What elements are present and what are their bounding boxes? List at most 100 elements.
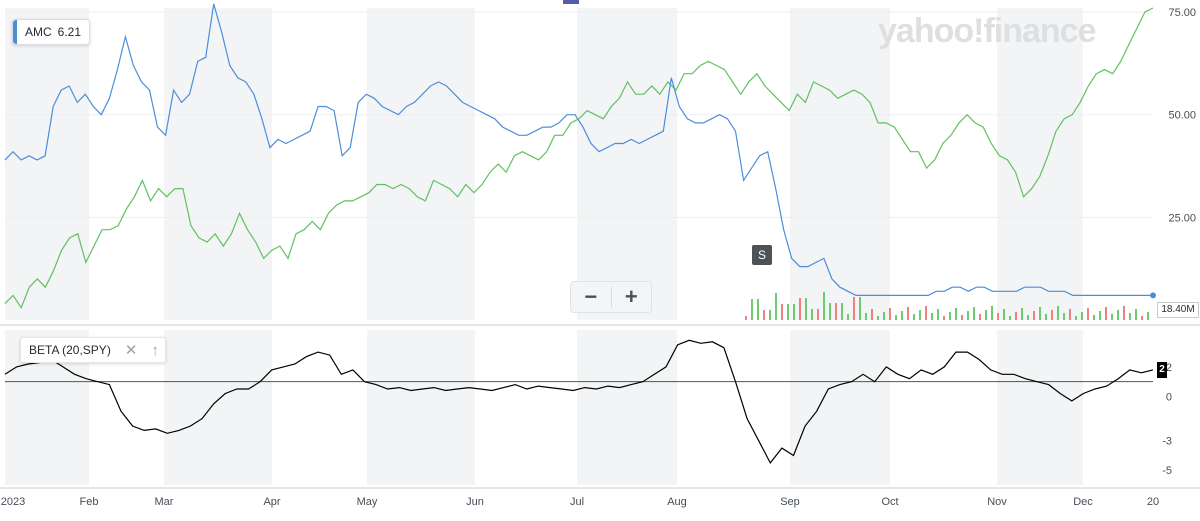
volume-bar (1099, 311, 1101, 320)
amc-series-line (4, 3, 1153, 296)
volume-bar (949, 312, 951, 320)
volume-bar (901, 311, 903, 320)
volume-bar (1027, 315, 1029, 320)
volume-bar (943, 316, 945, 320)
volume-bar (925, 306, 927, 320)
x-tick-label: 2023 (1, 496, 25, 508)
month-band (577, 330, 677, 485)
volume-bar (823, 292, 825, 320)
volume-bar (805, 298, 807, 320)
volume-bar (1033, 311, 1035, 320)
volume-bar (865, 313, 867, 320)
volume-bar (1009, 316, 1011, 320)
volume-bar (955, 308, 957, 320)
symbol-legend[interactable]: AMC 6.21 (12, 19, 91, 45)
x-tick-label: Feb (80, 496, 99, 508)
volume-bar (763, 310, 765, 320)
volume-bar (1135, 309, 1137, 320)
volume-bar (853, 297, 855, 320)
month-band (997, 8, 1083, 320)
volume-bar (967, 311, 969, 320)
volume-bar (985, 310, 987, 320)
symbol-value: 6.21 (57, 25, 82, 39)
x-tick-label: 20 (1147, 496, 1159, 508)
volume-bar (1147, 312, 1149, 320)
volume-bar (877, 316, 879, 320)
volume-bar (919, 310, 921, 320)
volume-bar (799, 298, 801, 320)
volume-bar (745, 316, 747, 320)
volume-bar (931, 313, 933, 320)
volume-bar (1021, 308, 1023, 320)
split-marker[interactable]: S (752, 245, 772, 265)
volume-bar (775, 293, 777, 320)
volume-bar (835, 303, 837, 320)
indicator-legend[interactable]: BETA (20,SPY) ✕ ↑ (20, 337, 166, 363)
x-tick-label: May (357, 496, 378, 508)
beta-value-badge: 2 (1157, 362, 1167, 378)
volume-bar (1063, 313, 1065, 320)
volume-bar (907, 307, 909, 320)
beta-y-tick-label: -3 (1162, 436, 1172, 448)
volume-bar (787, 304, 789, 320)
zoom-in-button[interactable]: + (624, 284, 638, 309)
volume-bar (1075, 316, 1077, 320)
zoom-controls: − + (570, 281, 652, 313)
x-tick-label: Apr (263, 496, 280, 508)
volume-bar (979, 314, 981, 320)
volume-bar (811, 309, 813, 320)
volume-bar (1015, 312, 1017, 320)
x-tick-label: Nov (987, 496, 1007, 508)
month-band (5, 8, 89, 320)
volume-bar (817, 309, 819, 320)
month-band (997, 330, 1083, 485)
volume-bar (997, 313, 999, 320)
beta-y-tick-label: -5 (1162, 465, 1172, 477)
volume-bar (1051, 310, 1053, 320)
x-tick-label: Oct (881, 496, 898, 508)
volume-bar (793, 304, 795, 320)
volume-bar (751, 299, 753, 320)
beta-series-line (4, 339, 1154, 465)
volume-bar (1105, 307, 1107, 320)
volume-bar (859, 297, 861, 320)
volume-bar (1003, 309, 1005, 320)
amc-last-point (1150, 292, 1156, 299)
close-icon[interactable]: ✕ (124, 342, 138, 359)
volume-bar (961, 315, 963, 320)
volume-bar (1141, 316, 1143, 320)
month-band (577, 8, 677, 320)
x-tick-label: Dec (1073, 496, 1093, 508)
volume-bar (937, 309, 939, 320)
arrow-up-icon[interactable]: ↑ (151, 341, 159, 359)
month-band (164, 330, 272, 485)
zoom-out-button[interactable]: − (584, 284, 598, 309)
beta-y-tick-label: 2 (1166, 362, 1172, 374)
volume-bar (829, 303, 831, 320)
volume-bar (757, 299, 759, 320)
top-tab-indicator[interactable] (563, 0, 579, 4)
volume-bar (1129, 313, 1131, 320)
x-tick-label: Mar (155, 496, 174, 508)
volume-bar (883, 312, 885, 320)
volume-bar (1045, 314, 1047, 320)
symbol-name: AMC (25, 25, 52, 39)
volume-bar (973, 307, 975, 320)
volume-bar (1123, 306, 1125, 320)
volume-bar (1111, 314, 1113, 320)
volume-bar (1117, 310, 1119, 320)
y-tick-label: 25.00 (1168, 212, 1196, 224)
volume-badge: 18.40M (1157, 302, 1199, 318)
volume-bar (889, 308, 891, 320)
x-tick-label: Aug (667, 496, 687, 508)
month-band (367, 330, 475, 485)
x-tick-label: Jun (466, 496, 484, 508)
volume-bar (871, 309, 873, 320)
beta-y-tick-label: 0 (1166, 391, 1172, 403)
month-band (790, 8, 890, 320)
comparison-series-line (4, 7, 1154, 309)
volume-bar (769, 310, 771, 320)
volume-bar (1057, 306, 1059, 320)
x-tick-label: Jul (570, 496, 584, 508)
